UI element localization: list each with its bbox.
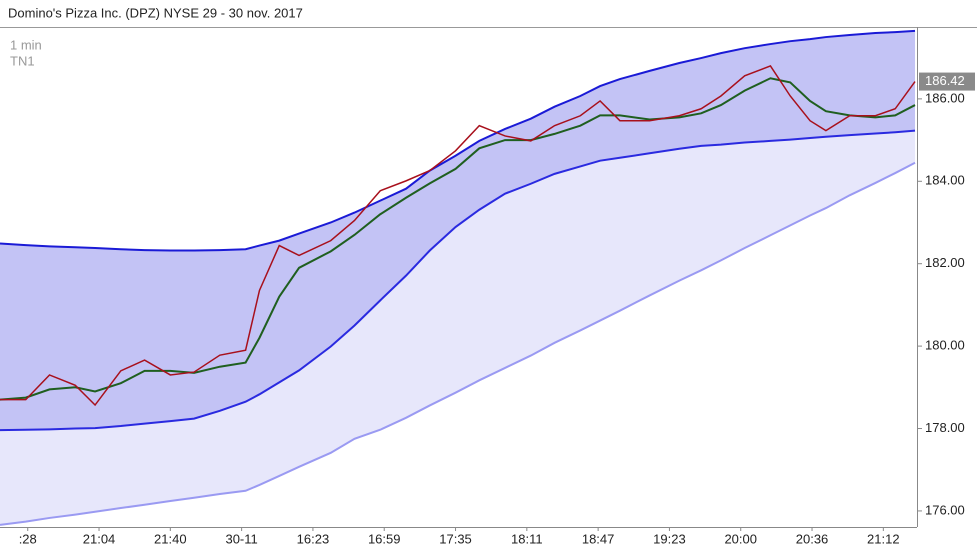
y-tick-label: 178.00 xyxy=(925,420,965,435)
band-fill xyxy=(0,30,916,525)
y-tick-label: 182.00 xyxy=(925,255,965,270)
series-line xyxy=(0,161,916,526)
x-tick-label: :28 xyxy=(19,531,37,546)
x-tick-label: 19:23 xyxy=(653,531,686,546)
x-tick-label: 18:47 xyxy=(582,531,615,546)
series-line xyxy=(0,29,916,252)
x-tick-label: 21:04 xyxy=(83,531,116,546)
band-fill xyxy=(0,30,916,431)
chart-title: Domino's Pizza Inc. (DPZ) NYSE 29 - 30 n… xyxy=(8,5,303,20)
x-tick-label: 20:36 xyxy=(796,531,829,546)
y-tick-label: 180.00 xyxy=(925,338,965,353)
x-tick-label: 21:40 xyxy=(154,531,187,546)
x-tick-label: 16:59 xyxy=(368,531,401,546)
x-tick-label: 18:11 xyxy=(511,531,543,546)
y-tick-label: 184.00 xyxy=(925,173,965,188)
x-tick-label: 17:35 xyxy=(439,531,472,546)
interval-label: 1 min xyxy=(10,37,42,52)
x-tick-label: 16:23 xyxy=(297,531,330,546)
last-price-label: 186.42 xyxy=(925,73,965,88)
indicator-label: TN1 xyxy=(10,53,35,68)
y-tick-label: 176.00 xyxy=(925,502,965,517)
series-line xyxy=(0,64,916,407)
last-price-tag xyxy=(919,72,975,91)
x-tick-label: 30-11 xyxy=(225,531,257,546)
x-tick-label: 20:00 xyxy=(724,531,757,546)
y-tick-label: 186.00 xyxy=(925,90,965,105)
x-tick-label: 21:12 xyxy=(867,531,900,546)
series-line xyxy=(0,129,916,432)
